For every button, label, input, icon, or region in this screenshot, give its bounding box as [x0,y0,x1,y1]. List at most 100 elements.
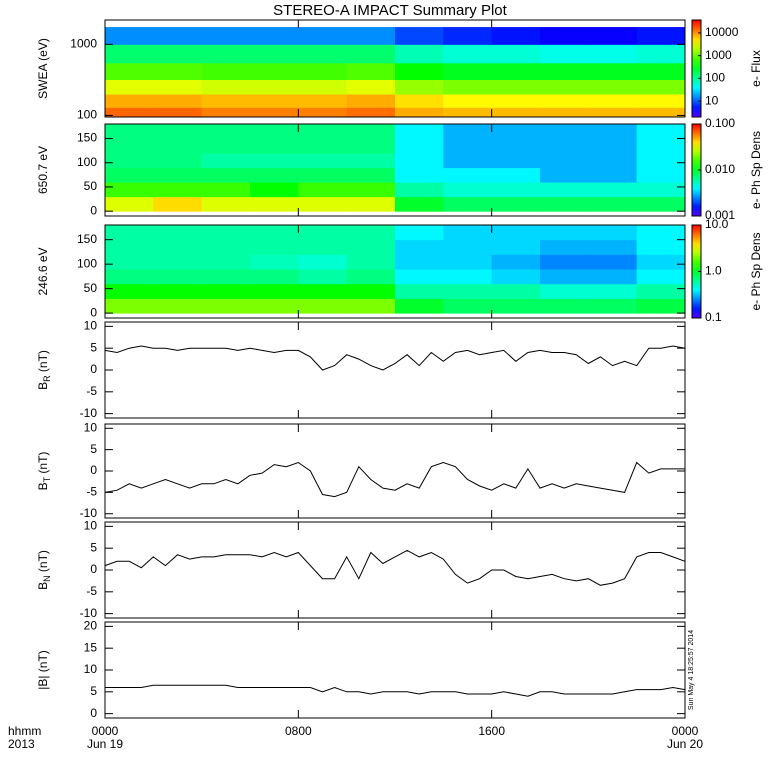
data-line [104,345,686,371]
y-tick-label: -5 [86,584,97,598]
heatmap-cell [346,79,396,95]
heatmap-cell [443,225,493,241]
heatmap-cell [346,182,396,198]
heatmap-cell [491,254,541,270]
heatmap-cell [153,124,203,140]
heatmap-cell [105,167,154,183]
date-label: Jun 20 [667,737,703,751]
heatmap-cell [298,138,348,154]
heatmap-cell [491,79,541,95]
heatmap-cell [395,196,444,212]
colorbar-label: e- Flux [749,50,763,87]
heatmap-cell [201,269,251,285]
heatmap-cell [153,239,203,255]
data-line [105,684,686,697]
colorbar-label: e- Ph Sp Dens [749,232,763,310]
colorbar-tick-label: 100 [705,71,725,85]
heatmap-cell [636,138,686,154]
data-line [104,549,686,586]
heatmap-cell [443,269,493,285]
x-tick-label: 0800 [285,724,312,738]
heatmap-cell [395,79,444,95]
y-tick-label: 0 [90,362,97,376]
heatmap-cell [298,269,348,285]
heatmap-cell [540,44,589,64]
heatmap-cell [443,124,493,140]
heatmap-cell [491,124,541,140]
heatmap-cell [298,124,348,140]
heatmap-cell [105,239,154,255]
heatmap-cell [298,239,348,255]
heatmap-cell [153,27,203,45]
heatmap-cell [105,298,154,314]
heatmap-cell [105,62,154,81]
panel-frame [104,521,686,619]
heatmap-cell [250,283,299,299]
heatmap-cell [201,27,251,45]
heatmap-cell [636,167,686,183]
heatmap-cell [105,27,154,45]
heatmap-cell [346,298,396,314]
heatmap-cell [250,254,299,270]
heatmap-cell [201,138,251,154]
heatmap-cell [153,182,203,198]
heatmap-cell [588,107,638,118]
heatmap-cell [346,94,396,108]
heatmap-cell [250,269,299,285]
heatmap-cell [105,44,154,64]
heatmap-cell [540,283,589,299]
heatmap-cell [105,94,154,108]
y-label-sub: T [42,476,52,482]
heatmap-cell [588,269,638,285]
heatmap-cell [443,153,493,169]
panel-frame [104,321,686,419]
heatmap-cell [395,269,444,285]
panel-frame [104,123,686,217]
heatmap-cell [588,94,638,108]
y-tick-label: 10 [84,420,98,434]
y-tick-label: -10 [80,606,98,620]
data-line [104,461,685,498]
heatmap-cell [201,283,251,299]
colorbar-tick-label: 0.1 [705,310,722,324]
heatmap-cell [443,196,493,212]
y-tick-label: -5 [86,384,97,398]
heatmap-cell [540,225,589,241]
heatmap-cell [540,239,589,255]
heatmap-cell [346,44,396,64]
heatmap-cell [491,239,541,255]
heatmap-cell [153,153,203,169]
heatmap-cell [153,196,203,212]
y-tick-label: 5 [90,340,97,354]
heatmap-cell [588,138,638,154]
heatmap-cell [636,27,686,45]
heatmap-cell [298,94,348,108]
heatmap-cell [250,239,299,255]
heatmap-cell [298,167,348,183]
heatmap-cell [105,283,154,299]
heatmap-cell [250,107,299,118]
heatmap-cell [250,124,299,140]
heatmap-cell [201,254,251,270]
heatmap-cell [443,167,493,183]
heatmap-cell [153,167,203,183]
heatmap-cell [636,153,686,169]
heatmap-cell [346,196,396,212]
heatmap-cell [540,182,589,198]
y-tick-label: -10 [80,406,98,420]
heatmap-cell [201,182,251,198]
heatmap-cell [105,196,154,212]
heatmap-cell [491,94,541,108]
heatmap-cell [153,138,203,154]
heatmap-cell [298,225,348,241]
heatmap-cell [346,167,396,183]
y-axis-label: BN (nT) [36,550,52,590]
y-tick-label: 10 [84,662,98,676]
heatmap-cell [201,44,251,64]
colorbar-tick-label: 0.100 [705,116,735,130]
heatmap-cell [540,79,589,95]
heatmap-cell [491,283,541,299]
panel-frame [104,224,686,319]
heatmap-cell [588,153,638,169]
heatmap-cell [250,79,299,95]
